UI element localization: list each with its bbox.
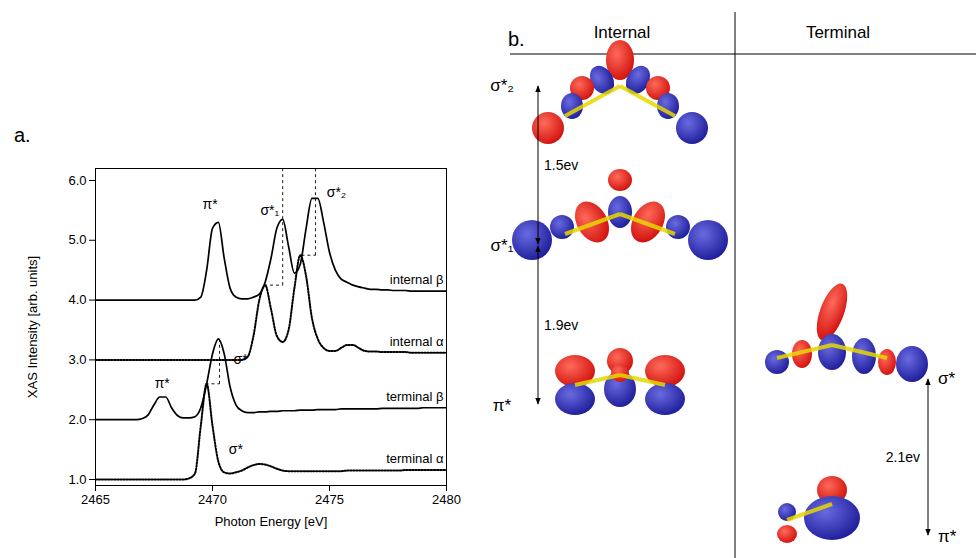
svg-text:1.9ev: 1.9ev xyxy=(544,317,578,333)
svg-text:3.0: 3.0 xyxy=(68,352,86,367)
svg-text:σ*₁: σ*₁ xyxy=(491,236,514,255)
svg-text:π*: π* xyxy=(155,375,171,391)
svg-text:σ*₁: σ*₁ xyxy=(260,202,279,218)
svg-text:2465: 2465 xyxy=(81,492,110,507)
svg-text:4.0: 4.0 xyxy=(68,292,86,307)
svg-text:σ*: σ* xyxy=(234,351,249,367)
svg-text:2470: 2470 xyxy=(198,492,227,507)
svg-text:1.5ev: 1.5ev xyxy=(544,157,578,173)
svg-text:terminal α: terminal α xyxy=(386,451,444,466)
svg-text:terminal β: terminal β xyxy=(386,389,443,404)
svg-text:σ*₂: σ*₂ xyxy=(490,76,514,95)
svg-text:σ*: σ* xyxy=(229,441,244,457)
svg-text:2.0: 2.0 xyxy=(68,412,86,427)
svg-text:π*: π* xyxy=(493,396,512,415)
html-text:a.: a. xyxy=(14,124,31,146)
svg-text:Photon Energy [eV]: Photon Energy [eV] xyxy=(215,514,328,529)
svg-text:6.0: 6.0 xyxy=(68,173,86,188)
svg-text:Terminal: Terminal xyxy=(806,23,870,42)
svg-text:2475: 2475 xyxy=(315,492,344,507)
svg-text:2480: 2480 xyxy=(432,492,461,507)
svg-text:Internal: Internal xyxy=(594,23,651,42)
svg-text:σ*₂: σ*₂ xyxy=(327,184,347,200)
svg-text:σ*: σ* xyxy=(938,369,955,388)
svg-text:b.: b. xyxy=(508,28,525,50)
svg-text:5.0: 5.0 xyxy=(68,232,86,247)
svg-text:internal β: internal β xyxy=(390,272,444,287)
svg-text:internal α: internal α xyxy=(390,334,444,349)
svg-text:π*: π* xyxy=(938,527,957,546)
svg-text:π*: π* xyxy=(203,196,219,212)
svg-text:1.0: 1.0 xyxy=(68,472,86,487)
svg-text:2.1ev: 2.1ev xyxy=(886,449,920,465)
svg-text:XAS Intensity [arb. units]: XAS Intensity [arb. units] xyxy=(25,256,40,398)
